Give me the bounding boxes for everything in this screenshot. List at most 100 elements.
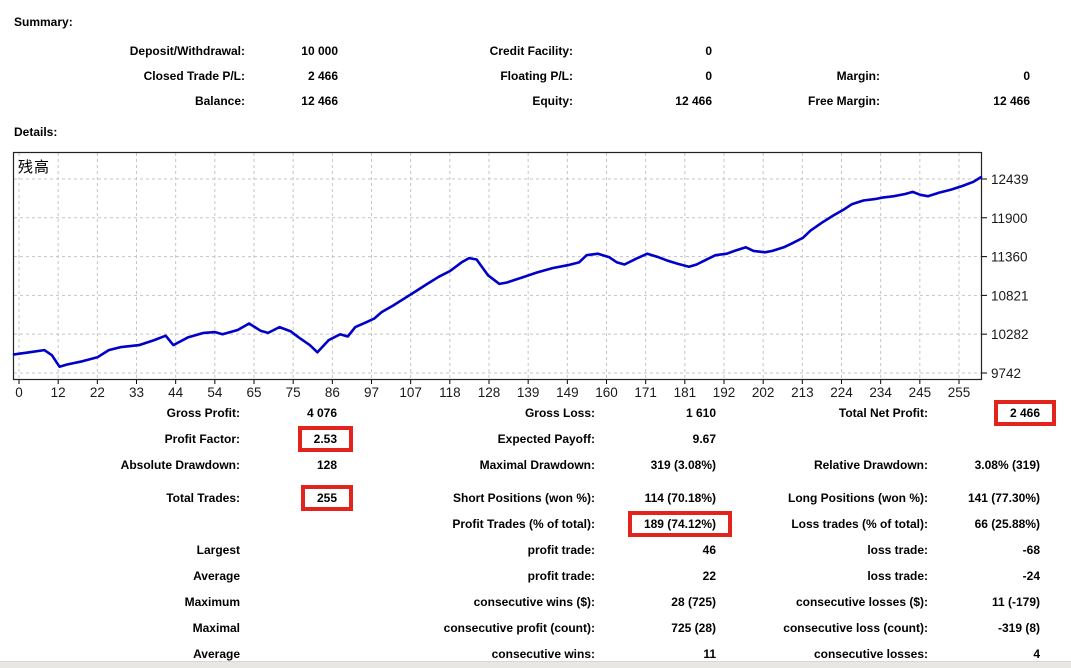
x-axis-label: 171 <box>634 385 657 400</box>
stat-value <box>240 615 337 641</box>
stat-row: Maximum consecutive wins ($): 28 (725) cons… <box>0 589 1040 615</box>
x-axis-label: 245 <box>909 385 932 400</box>
y-axis-label: 10821 <box>991 288 1029 303</box>
x-axis-label: 12 <box>51 385 66 400</box>
window-bottom-strip <box>0 661 1071 668</box>
stat-value: 4 076 <box>306 406 337 420</box>
stat-label: Short Positions (won %): <box>453 491 595 505</box>
stat-value-highlighted: 2 466 <box>993 399 1056 426</box>
details-table-body: Gross Profit: 4 076 Gross Loss: 1 610 Total … <box>0 399 1056 667</box>
x-axis-label: 202 <box>752 385 775 400</box>
stat-row: Largest profit trade: 46 loss trade: -68 <box>0 537 1040 563</box>
stat-value <box>240 537 337 563</box>
stat-label: consecutive losses ($): <box>795 595 928 609</box>
stat-value: 2 466 <box>928 399 1056 426</box>
stat-value: 28 (725) <box>671 595 716 609</box>
chart-title-label: 残高 <box>18 159 51 176</box>
x-axis-label: 128 <box>478 385 501 400</box>
summary-value: 12 466 <box>993 93 1030 108</box>
stat-label: consecutive profit (count): <box>443 621 595 635</box>
x-axis-label: 75 <box>286 385 301 400</box>
summary-row: Closed Trade P/L: 2 466 Floating P/L: 0 Marg… <box>0 63 1030 88</box>
summary-row: Balance: 12 466 Equity: 12 466 Free Margin: 1… <box>0 88 1030 113</box>
balance-line <box>12 175 983 368</box>
stat-label <box>716 426 928 452</box>
stat-value: 22 <box>702 569 716 583</box>
stat-label: Total Net Profit: <box>838 406 928 420</box>
stat-value: -24 <box>1022 569 1040 583</box>
x-axis-label: 97 <box>364 385 379 400</box>
stat-label: Relative Drawdown: <box>813 458 928 472</box>
stat-label: Total Trades: <box>166 491 240 505</box>
stat-value: 319 (3.08%) <box>650 458 716 472</box>
stat-label: consecutive losses: <box>813 647 928 661</box>
balance-chart-svg: 9742 10282 10821 11360 11900 12439 0 12 22 33 44 54… <box>12 151 1029 400</box>
x-axis-label: 192 <box>713 385 736 400</box>
stat-row: Average profit trade: 22 loss trade: -24 <box>0 563 1040 589</box>
summary-label: Floating P/L: <box>500 68 573 83</box>
x-axis-label: 22 <box>90 385 105 400</box>
summary-value: 0 <box>705 43 712 58</box>
stat-value-highlighted: 2.53 <box>297 425 353 452</box>
y-axis-label: 11360 <box>991 250 1028 265</box>
stat-label: Gross Profit: <box>166 406 240 420</box>
stat-value: 4 <box>1033 647 1040 661</box>
stat-row: Profit Factor: 2.53 Expected Payoff: 9.67 <box>0 425 1040 452</box>
stat-label: consecutive wins: <box>491 647 595 661</box>
summary-value: 12 466 <box>675 93 712 108</box>
stat-label: consecutive wins ($): <box>473 595 595 609</box>
stat-row: Maximal consecutive profit (count): 725 (2… <box>0 615 1040 641</box>
summary-row: Deposit/Withdrawal: 10 000 Credit Facility… <box>0 38 1030 63</box>
summary-label: Deposit/Withdrawal: <box>129 43 245 58</box>
x-axis-label: 213 <box>791 385 814 400</box>
summary-value: 0 <box>705 68 712 83</box>
stat-value-highlighted: 255 <box>300 484 353 511</box>
plot-border <box>12 151 983 381</box>
x-axis-label: 234 <box>869 385 892 400</box>
stat-value: -68 <box>1022 543 1040 557</box>
stat-value: 1 610 <box>685 406 716 420</box>
stat-label: Expected Payoff: <box>497 432 595 446</box>
summary-table: Deposit/Withdrawal: 10 000 Credit Facility… <box>0 38 1030 113</box>
stat-value: 189 (74.12%) <box>595 510 732 537</box>
y-axis-label: 12439 <box>991 172 1029 187</box>
stat-value <box>240 563 337 589</box>
stat-label: Average <box>193 647 240 661</box>
balance-chart: 9742 10282 10821 11360 11900 12439 0 12 22 33 44 54… <box>0 145 1071 407</box>
x-axis-label: 139 <box>517 385 540 400</box>
stat-label: loss trade: <box>867 543 928 557</box>
summary-value: 0 <box>1023 68 1030 83</box>
stat-label: Gross Loss: <box>524 406 595 420</box>
stat-label: Largest <box>196 543 240 557</box>
x-axis-label: 107 <box>399 385 422 400</box>
stat-value: 114 (70.18%) <box>644 491 716 505</box>
stat-value: 66 (25.88%) <box>974 517 1040 531</box>
stat-value <box>928 426 1040 452</box>
stat-label: Long Positions (won %): <box>788 491 928 505</box>
summary-label: Free Margin: <box>807 93 880 108</box>
details-table: Gross Profit: 4 076 Gross Loss: 1 610 Total … <box>0 399 1056 667</box>
stat-value: -319 (8) <box>997 621 1040 635</box>
x-axis-label: 44 <box>168 385 184 400</box>
stat-row: Average consecutive wins: 11 consecutive lo… <box>0 641 1040 667</box>
x-axis-label: 118 <box>439 385 461 400</box>
stat-row: Profit Trades (% of total): 189 (74.12%) L… <box>0 510 1040 537</box>
stat-value: 255 <box>240 484 353 511</box>
stat-row: Gross Profit: 4 076 Gross Loss: 1 610 Total … <box>0 399 1056 426</box>
stat-value: 128 <box>316 458 337 472</box>
y-axis-label: 11900 <box>991 211 1028 226</box>
summary-value: 2 466 <box>307 68 338 83</box>
stat-label: Maximum <box>184 595 240 609</box>
stat-value: 9.67 <box>692 432 716 446</box>
x-axis-label: 224 <box>830 385 853 400</box>
stat-label: Maximal Drawdown: <box>479 458 595 472</box>
stat-value: 141 (77.30%) <box>967 491 1040 505</box>
stat-row <box>0 478 1040 485</box>
summary-value <box>880 38 1030 63</box>
stat-value-highlighted: 189 (74.12%) <box>627 510 732 537</box>
stat-label: Profit Trades (% of total): <box>452 517 595 531</box>
stat-row: Total Trades: 255 Short Positions (won %):… <box>0 484 1040 511</box>
stat-value: 46 <box>702 543 716 557</box>
stat-label: Loss trades (% of total): <box>791 517 928 531</box>
